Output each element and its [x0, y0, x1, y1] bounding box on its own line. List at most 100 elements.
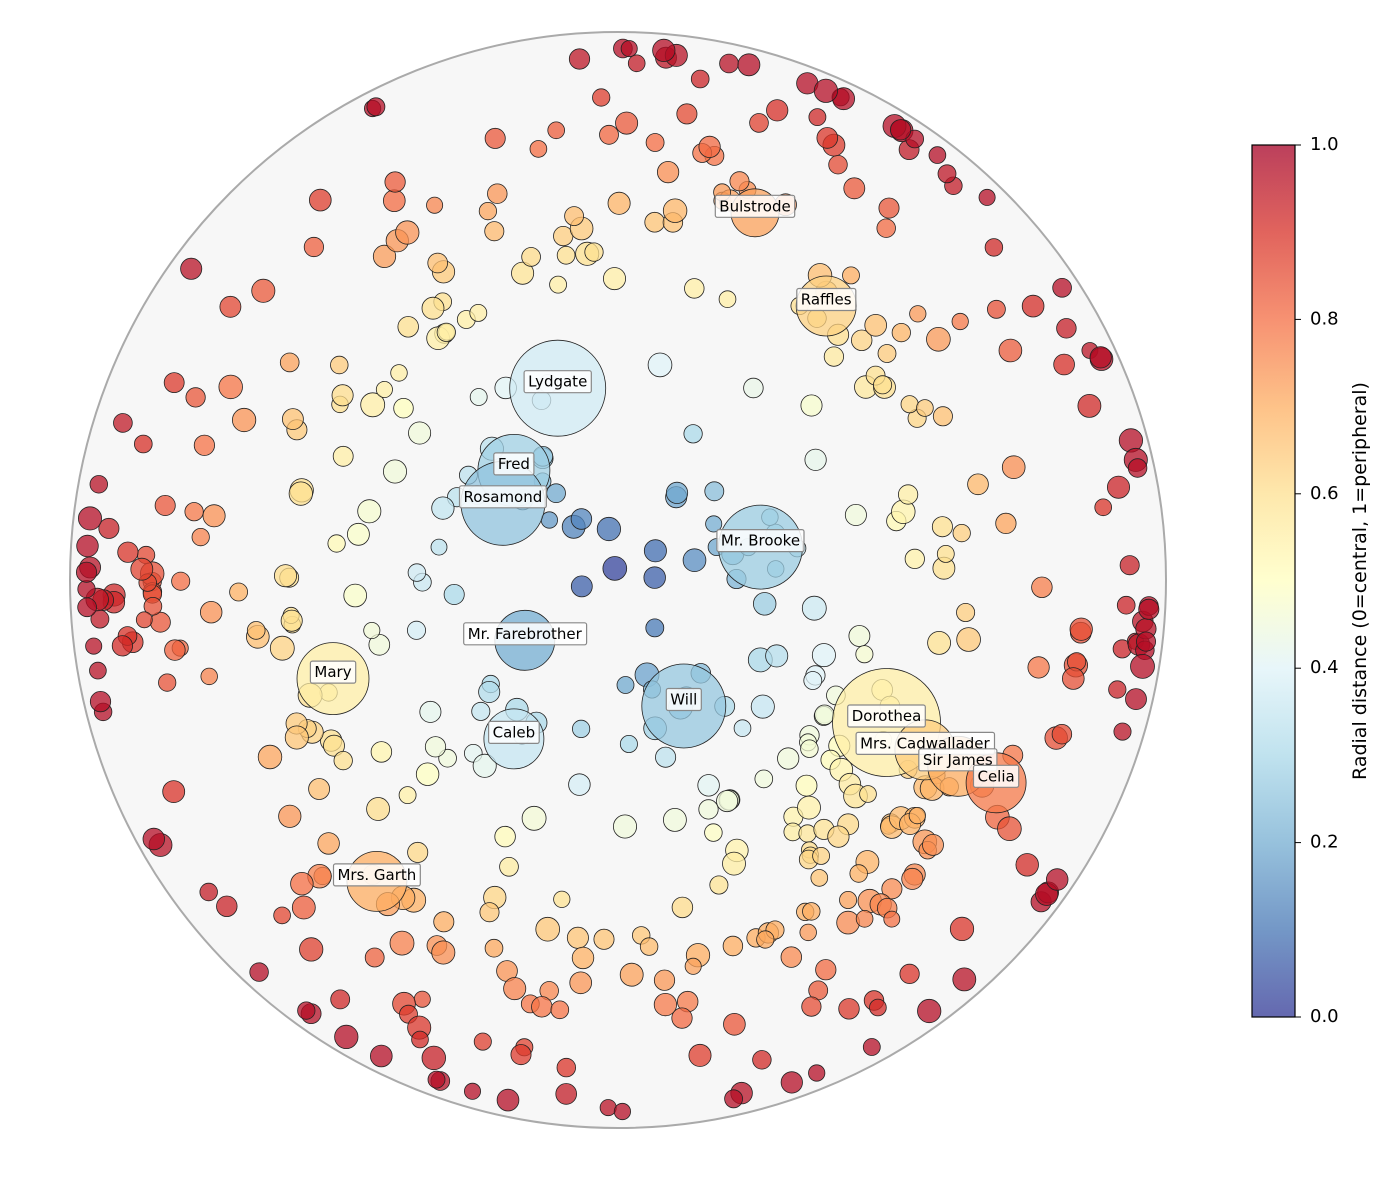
- scatter-point: [363, 622, 381, 640]
- scatter-point: [839, 891, 858, 910]
- scatter-point: [859, 785, 877, 803]
- scatter-point: [343, 583, 368, 608]
- scatter-point: [185, 387, 206, 408]
- scatter-point: [484, 938, 504, 958]
- scatter-point: [331, 384, 354, 407]
- points-layer: [76, 38, 1160, 1121]
- scatter-point: [952, 967, 977, 992]
- scatter-point: [927, 631, 951, 655]
- scatter-point: [487, 183, 508, 204]
- scatter-point: [398, 786, 417, 804]
- scatter-point: [800, 739, 819, 758]
- character-label: Rosamond: [464, 488, 543, 506]
- scatter-point: [749, 113, 769, 133]
- scatter-point: [1127, 458, 1148, 478]
- scatter-point: [555, 1083, 577, 1105]
- scatter-point: [566, 926, 589, 949]
- scatter-point: [615, 111, 639, 135]
- scatter-point: [232, 407, 257, 433]
- scatter-point: [643, 539, 667, 563]
- scatter-point: [1138, 598, 1160, 620]
- scatter-point: [375, 380, 393, 398]
- scatter-point: [1015, 853, 1039, 877]
- scatter-point: [570, 508, 593, 530]
- scatter-point: [828, 154, 848, 175]
- scatter-point: [869, 998, 887, 1017]
- character-label: Mr. Brooke: [721, 532, 800, 550]
- character-label: Raffles: [801, 291, 852, 309]
- scatter-point: [218, 374, 243, 400]
- colorbar-tick-label: 0.8: [1310, 308, 1339, 329]
- scatter-point: [571, 946, 595, 970]
- scatter-point: [753, 592, 777, 616]
- scatter-point: [801, 996, 822, 1017]
- scatter-point: [1051, 724, 1073, 745]
- scatter-point: [303, 236, 324, 258]
- scatter-point: [1045, 868, 1069, 891]
- scatter-point: [529, 140, 548, 158]
- scatter-point: [613, 1102, 632, 1121]
- character-label-box: [796, 287, 857, 312]
- scatter-point: [949, 916, 975, 942]
- scatter-point: [1119, 555, 1140, 576]
- scatter-point: [602, 556, 628, 581]
- character-label: Bulstrode: [719, 197, 790, 215]
- scatter-point: [89, 690, 112, 713]
- scatter-point: [750, 694, 775, 719]
- scatter-point: [278, 804, 302, 828]
- scatter-point: [370, 741, 393, 763]
- scatter-point: [407, 841, 429, 863]
- scatter-point: [851, 329, 873, 352]
- scatter-point: [800, 394, 823, 417]
- scatter-point: [848, 625, 871, 647]
- scatter-point: [77, 579, 96, 599]
- scatter-point: [722, 851, 746, 876]
- scatter-point: [143, 596, 163, 616]
- scatter-point: [647, 352, 673, 378]
- scatter-point: [77, 597, 97, 618]
- scatter-point: [158, 673, 177, 692]
- scatter-point: [443, 584, 465, 606]
- scatter-point: [931, 516, 953, 538]
- scatter-point: [813, 78, 839, 103]
- scatter-point: [908, 806, 926, 825]
- scatter-point: [811, 643, 836, 668]
- scatter-point: [855, 645, 874, 664]
- scatter-point: [130, 557, 154, 581]
- scatter-point: [766, 99, 789, 122]
- scatter-point: [135, 611, 153, 629]
- scatter-point: [531, 996, 553, 1018]
- scatter-point: [273, 564, 297, 588]
- scatter-point: [683, 424, 703, 444]
- scatter-point: [797, 795, 821, 820]
- scatter-point: [916, 399, 934, 417]
- character-label: Mary: [314, 663, 351, 681]
- scatter-point: [900, 395, 919, 414]
- scatter-point: [397, 316, 419, 338]
- scatter-point: [855, 909, 874, 928]
- scatter-point: [652, 38, 676, 63]
- scatter-point: [810, 869, 829, 887]
- scatter-point: [406, 620, 426, 640]
- scatter-point: [584, 242, 604, 262]
- scatter-point: [795, 774, 818, 797]
- scatter-point: [162, 780, 186, 803]
- scatter-point: [393, 398, 414, 419]
- scatter-point: [808, 1064, 826, 1082]
- scatter-point: [883, 910, 901, 928]
- scatter-point: [815, 959, 837, 981]
- scatter-point: [550, 1000, 570, 1020]
- scatter-point: [164, 639, 186, 661]
- scatter-point: [427, 1070, 446, 1089]
- scatter-point: [549, 275, 567, 294]
- scatter-point: [873, 375, 893, 395]
- scatter-point: [473, 1032, 492, 1051]
- scatter-point: [424, 736, 447, 758]
- scatter-point: [917, 998, 942, 1024]
- scatter-point: [433, 911, 455, 933]
- scatter-point: [704, 481, 725, 502]
- character-label-box: [488, 720, 540, 745]
- scatter-point: [663, 808, 687, 832]
- scatter-point: [85, 637, 103, 655]
- scatter-point: [369, 1044, 393, 1068]
